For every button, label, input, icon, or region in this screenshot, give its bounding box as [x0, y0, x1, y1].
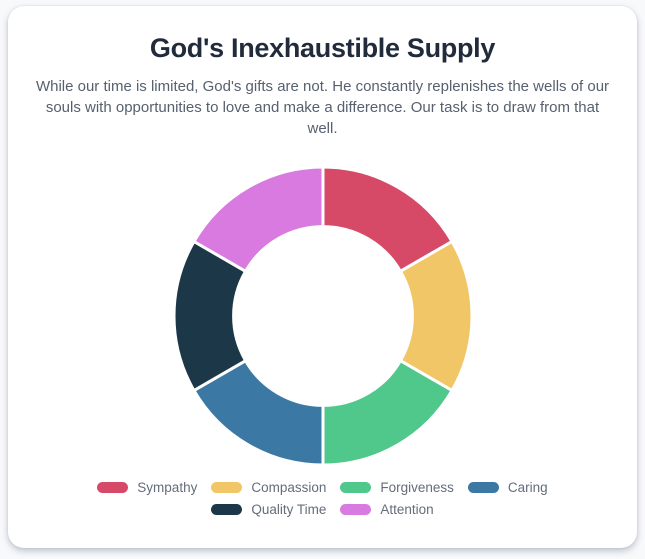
donut-segment-attention[interactable] — [191, 165, 324, 273]
legend-swatch-icon — [211, 482, 243, 493]
chart-legend: Sympathy Compassion Forgiveness Caring Quali… — [83, 479, 563, 518]
legend-item-compassion[interactable]: Compassion — [211, 479, 326, 496]
legend-label: Compassion — [251, 480, 327, 495]
legend-item-quality-time[interactable]: Quality Time — [211, 501, 326, 518]
legend-label: Sympathy — [137, 480, 198, 495]
card-description: While our time is limited, God's gifts a… — [35, 78, 610, 137]
legend-swatch-icon — [467, 482, 499, 493]
legend-swatch-icon — [340, 482, 372, 493]
legend-label: Attention — [380, 502, 434, 517]
legend-swatch-icon — [340, 504, 372, 515]
supply-card: God's Inexhaustible Supply While our tim… — [8, 6, 637, 548]
legend-item-caring[interactable]: Caring — [467, 479, 548, 496]
legend-swatch-icon — [97, 482, 129, 493]
legend-item-sympathy[interactable]: Sympathy — [97, 479, 197, 496]
donut-chart-svg — [171, 165, 474, 467]
legend-item-forgiveness[interactable]: Forgiveness — [340, 479, 454, 496]
page-title: God's Inexhaustible Supply — [149, 33, 496, 63]
donut-chart — [171, 165, 474, 467]
legend-item-attention[interactable]: Attention — [340, 501, 434, 518]
legend-label: Caring — [507, 480, 548, 495]
legend-label: Forgiveness — [380, 480, 454, 495]
legend-swatch-icon — [211, 504, 243, 515]
legend-label: Quality Time — [251, 502, 327, 517]
